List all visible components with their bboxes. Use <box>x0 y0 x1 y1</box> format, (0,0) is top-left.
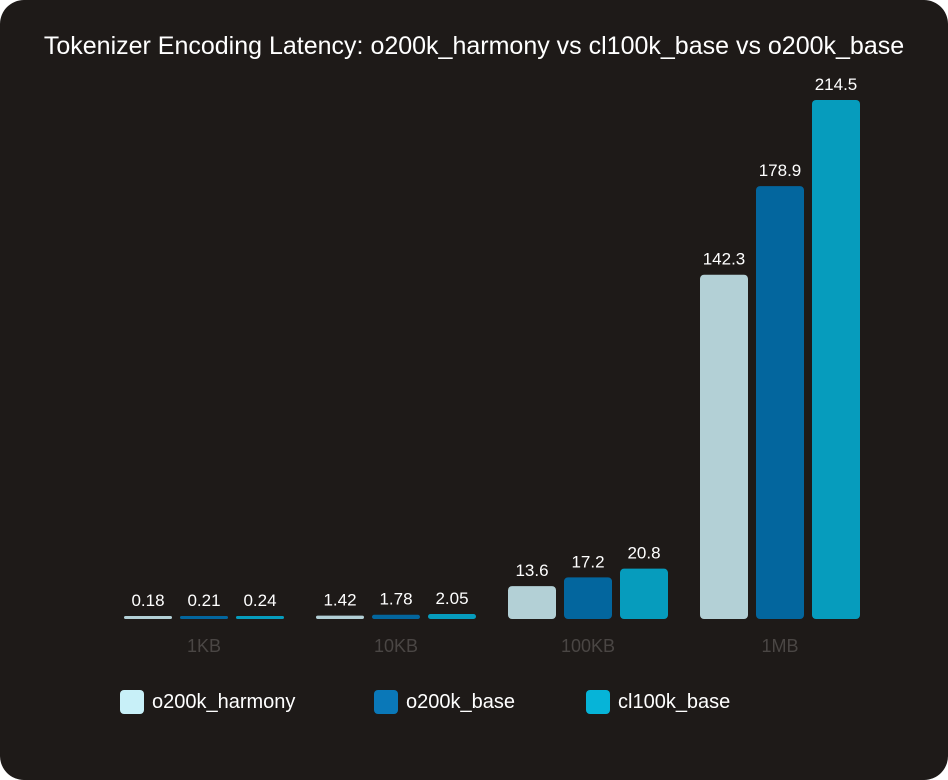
legend-item-cl100k-base[interactable]: cl100k_base <box>586 690 730 714</box>
bar-o200k_base-1MB <box>756 186 804 619</box>
data-label: 178.9 <box>759 161 802 180</box>
x-tick-label: 1KB <box>187 636 221 656</box>
data-label: 1.42 <box>323 591 356 610</box>
x-tick-label: 1MB <box>761 636 798 656</box>
data-label: 0.18 <box>131 591 164 610</box>
data-label: 13.6 <box>515 561 548 580</box>
bar-o200k_harmony-1KB <box>124 616 172 619</box>
legend-swatch <box>374 690 398 714</box>
bar-cl100k_base-100KB <box>620 568 668 619</box>
bar-o200k_base-1KB <box>180 616 228 619</box>
bar-o200k_harmony-100KB <box>508 586 556 619</box>
data-label: 0.21 <box>187 591 220 610</box>
bar-cl100k_base-10KB <box>428 614 476 619</box>
bar-cl100k_base-1KB <box>236 616 284 619</box>
data-label: 214.5 <box>815 75 858 94</box>
data-label: 0.24 <box>243 591 276 610</box>
bar-o200k_harmony-10KB <box>316 615 364 619</box>
x-tick-label: 100KB <box>561 636 615 656</box>
legend-item-o200k-base[interactable]: o200k_base <box>374 690 515 714</box>
bar-o200k_harmony-1MB <box>700 274 748 619</box>
data-label: 20.8 <box>627 544 660 563</box>
data-label: 1.78 <box>379 590 412 609</box>
data-label: 2.05 <box>435 589 468 608</box>
legend-swatch <box>120 690 144 714</box>
legend-label: cl100k_base <box>618 690 731 713</box>
legend-label: o200k_base <box>406 690 515 713</box>
bar-cl100k_base-1MB <box>812 100 860 619</box>
bar-o200k_base-100KB <box>564 577 612 619</box>
legend-label: o200k_harmony <box>152 690 296 713</box>
legend-swatch <box>586 690 610 714</box>
data-label: 17.2 <box>571 552 604 571</box>
chart-title: Tokenizer Encoding Latency: o200k_harmon… <box>43 32 905 60</box>
bar-o200k_base-10KB <box>372 614 420 619</box>
legend-item-o200k-harmony[interactable]: o200k_harmony <box>120 690 295 714</box>
x-tick-label: 10KB <box>374 636 418 656</box>
data-label: 142.3 <box>703 250 746 269</box>
